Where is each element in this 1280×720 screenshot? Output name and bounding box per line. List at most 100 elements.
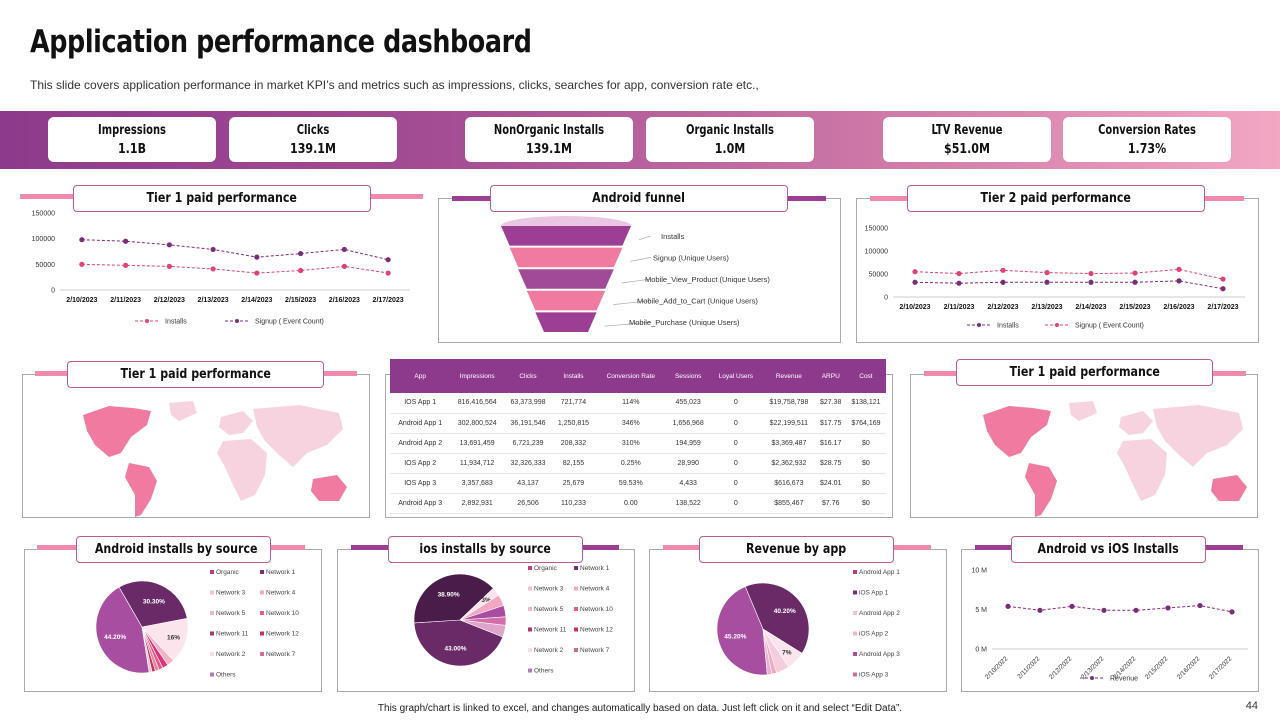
table-cell: 0	[709, 473, 763, 494]
kpi-impressions: Impressions 1.1B	[48, 117, 216, 162]
pie-slice	[762, 628, 773, 676]
data-point	[210, 246, 216, 253]
x-tick-label: 2/11/2023	[944, 304, 975, 311]
table-header: Cost	[845, 359, 886, 393]
kpi-nonorganic-installs: NonOrganic Installs 139.1M	[465, 117, 633, 162]
table-cell: $24.01	[815, 473, 846, 494]
table-cell: 721,774	[552, 393, 595, 414]
table-cell: 346%	[594, 413, 667, 434]
data-point	[385, 270, 391, 276]
table-cell: Android App 2	[390, 433, 451, 454]
funnel-stage	[501, 226, 631, 246]
legend-label: Signup ( Event Count)	[255, 319, 324, 326]
legend-label: Android App 3	[859, 651, 900, 658]
data-point	[912, 269, 918, 275]
legend-swatch	[528, 586, 532, 591]
pie-slice	[141, 618, 189, 661]
y-tick-label: 50000	[869, 272, 889, 279]
series-line	[81, 263, 389, 274]
table-cell: $855,467	[762, 493, 816, 514]
table-cell: $19,758,798	[762, 393, 816, 414]
table-cell: 2,892,931	[450, 493, 504, 514]
data-point	[1069, 603, 1075, 609]
series-line	[1007, 605, 1233, 613]
pie-slice	[716, 586, 768, 676]
kpi-label: NonOrganic Installs	[493, 123, 605, 138]
table-header: Loyal Users	[709, 359, 763, 393]
android-vs-ios-chart: 0 M 5 M 10 M 2/10/2022 2/11/2022 2/12/2022 2/1…	[971, 568, 1248, 683]
data-point	[1229, 609, 1235, 615]
funnel-stage-label: Mobile_Add_to_Cart (Unique Users)	[637, 297, 758, 306]
tier1-map-right-panel	[910, 374, 1258, 518]
legend-marker	[235, 319, 239, 323]
legend-label: iOS App 1	[859, 590, 889, 597]
kpi-conversion-rates: Conversion Rates 1.73%	[1063, 117, 1231, 162]
data-point	[1005, 603, 1011, 609]
page-subtitle: This slide covers application performanc…	[30, 78, 759, 92]
table-cell: 63,373,998	[503, 393, 553, 414]
legend-swatch	[528, 648, 532, 652]
legend-label: Organic	[216, 569, 240, 576]
x-tick-label: 2/14/2023	[241, 297, 272, 304]
pie-slice	[459, 619, 507, 638]
data-point	[1132, 270, 1138, 276]
legend-swatch	[210, 611, 214, 615]
table-cell: 0	[709, 413, 763, 434]
legend-label: Network 11	[534, 627, 567, 634]
pie-slice	[141, 626, 153, 673]
tier1-line-panel: 0 50000 100000 150000 2/10/2023 2/11/2023 2/12…	[20, 198, 423, 343]
table-cell: IOS App 3	[390, 473, 451, 494]
australia-shape	[1211, 475, 1247, 501]
x-tick-label: 2/13/2023	[1031, 304, 1062, 311]
data-point	[956, 280, 962, 286]
funnel-stage	[509, 247, 623, 268]
table-cell: 310%	[594, 433, 667, 454]
data-point	[254, 254, 260, 260]
table-cell: 110,233	[552, 493, 595, 514]
legend-swatch	[260, 611, 264, 615]
data-point	[123, 262, 129, 268]
data-point	[1037, 607, 1043, 613]
x-tick-label: 2/15/2023	[285, 297, 316, 304]
legend-swatch	[853, 570, 857, 574]
south-america-shape	[1025, 463, 1057, 517]
funnel-stage-label: Installs	[661, 232, 685, 241]
pie-data-label: 3%	[481, 597, 491, 604]
legend-label: Network 4	[266, 590, 296, 597]
android-funnel-title: Android funnel	[490, 185, 788, 212]
funnel-connector	[613, 300, 652, 305]
table-cell: 0	[709, 393, 763, 414]
panel-title-text: Android vs iOS Installs	[1037, 541, 1180, 557]
table-cell: IOS App 2	[390, 453, 451, 474]
legend-label: Network 3	[534, 586, 564, 593]
x-tick-label: 2/16/2022	[1176, 655, 1202, 681]
legend-label: Android App 2	[859, 610, 900, 617]
table-cell: $22,199,511	[762, 413, 816, 434]
legend-label: Network 2	[534, 647, 564, 654]
asia-shape	[1153, 405, 1243, 467]
data-point	[1220, 286, 1226, 292]
panel-title-text: Tier 2 paid performance	[980, 190, 1132, 206]
table-cell: 82,155	[552, 453, 595, 474]
legend-swatch	[210, 570, 214, 574]
tier1-line-chart: 0 50000 100000 150000 2/10/2023 2/11/2023 2/12…	[32, 211, 410, 326]
series-line	[914, 280, 1224, 290]
africa-shape	[217, 439, 267, 501]
data-point	[1132, 279, 1138, 285]
europe-shape	[1119, 411, 1153, 435]
legend-swatch	[853, 672, 857, 677]
data-point	[1197, 602, 1203, 609]
pie-slice	[95, 586, 150, 674]
revenue-by-app-title: Revenue by app	[699, 536, 894, 563]
table-header: Sessions	[666, 359, 710, 393]
data-point	[1176, 266, 1182, 272]
legend-label: Network 2	[216, 651, 246, 658]
data-point	[1133, 607, 1139, 613]
legend-swatch	[210, 672, 214, 677]
south-america-shape	[125, 463, 157, 517]
funnel-stage	[518, 269, 614, 289]
table-header: ARPU	[815, 359, 846, 393]
legend-label: Network 4	[580, 586, 610, 593]
android-vs-ios-title: Android vs iOS Installs	[1011, 536, 1206, 563]
tier1-map-left-panel	[22, 374, 370, 518]
